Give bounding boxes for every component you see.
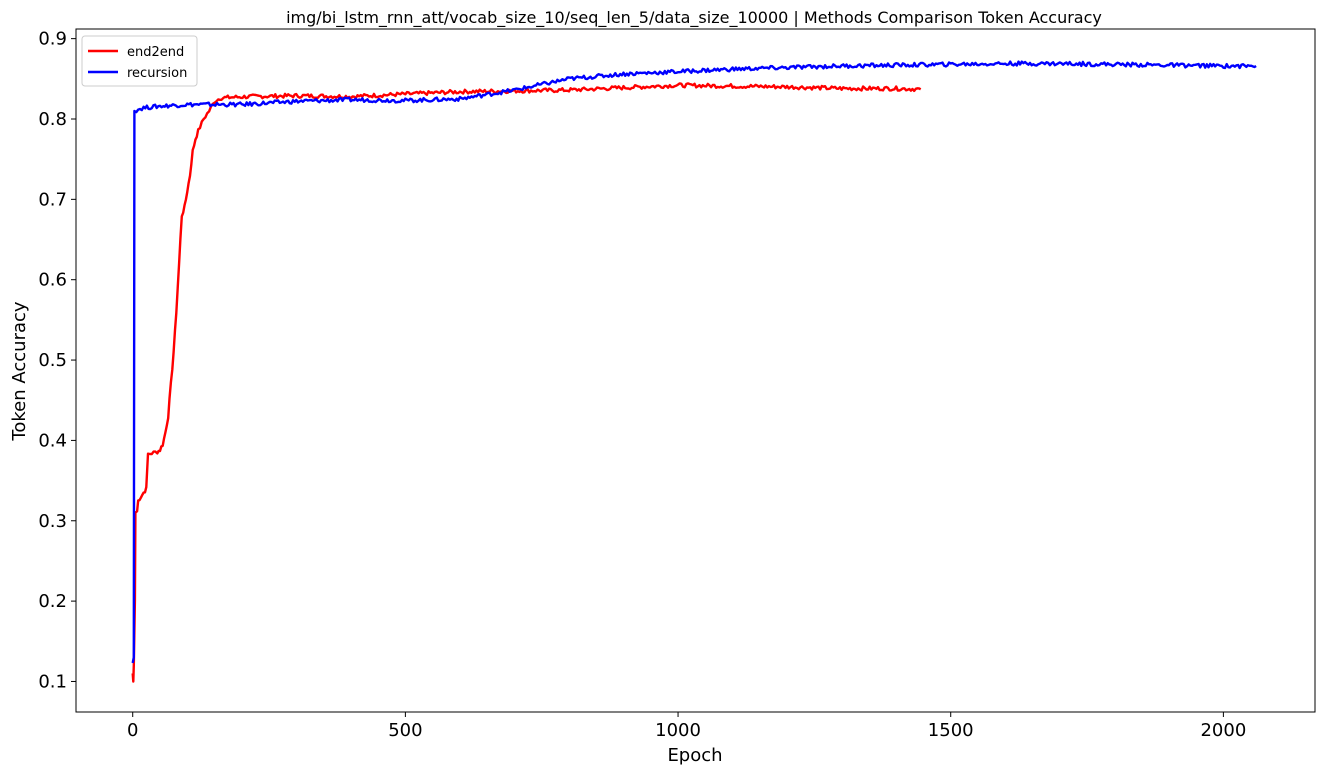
x-tick-label: 2000 [1200, 720, 1246, 741]
x-tick-label: 1500 [928, 720, 974, 741]
legend-box [81, 35, 198, 87]
y-axis-label: Token Accuracy [9, 301, 30, 441]
x-tick-label: 0 [127, 720, 138, 741]
y-tick-label: 0.8 [38, 109, 67, 130]
x-tick-label: 1000 [655, 720, 701, 741]
plot-frame [75, 28, 1316, 713]
y-tick-label: 0.9 [38, 29, 67, 50]
x-tick-label: 500 [388, 720, 422, 741]
y-tick-label: 0.4 [38, 430, 67, 451]
x-axis-label: Epoch [667, 745, 722, 766]
legend: end2end recursion [81, 35, 198, 87]
y-tick-label: 0.3 [38, 511, 67, 532]
legend-label-end2end: end2end [127, 45, 184, 60]
y-tick-label: 0.6 [38, 270, 67, 291]
y-tick-label: 0.1 [38, 671, 67, 692]
series-line-end2end [131, 82, 922, 683]
x-axis: 0 500 1000 1500 2000 [127, 712, 1246, 741]
series-line-recursion [131, 60, 1257, 664]
y-tick-label: 0.2 [38, 591, 67, 612]
y-axis: 0.1 0.2 0.3 0.4 0.5 0.6 0.7 0.8 0.9 [38, 29, 76, 692]
plot-area [131, 60, 1257, 683]
chart-title: img/bi_lstm_rnn_att/vocab_size_10/seq_le… [286, 8, 1102, 28]
y-tick-label: 0.5 [38, 350, 67, 371]
legend-label-recursion: recursion [127, 66, 187, 81]
y-tick-label: 0.7 [38, 189, 67, 210]
